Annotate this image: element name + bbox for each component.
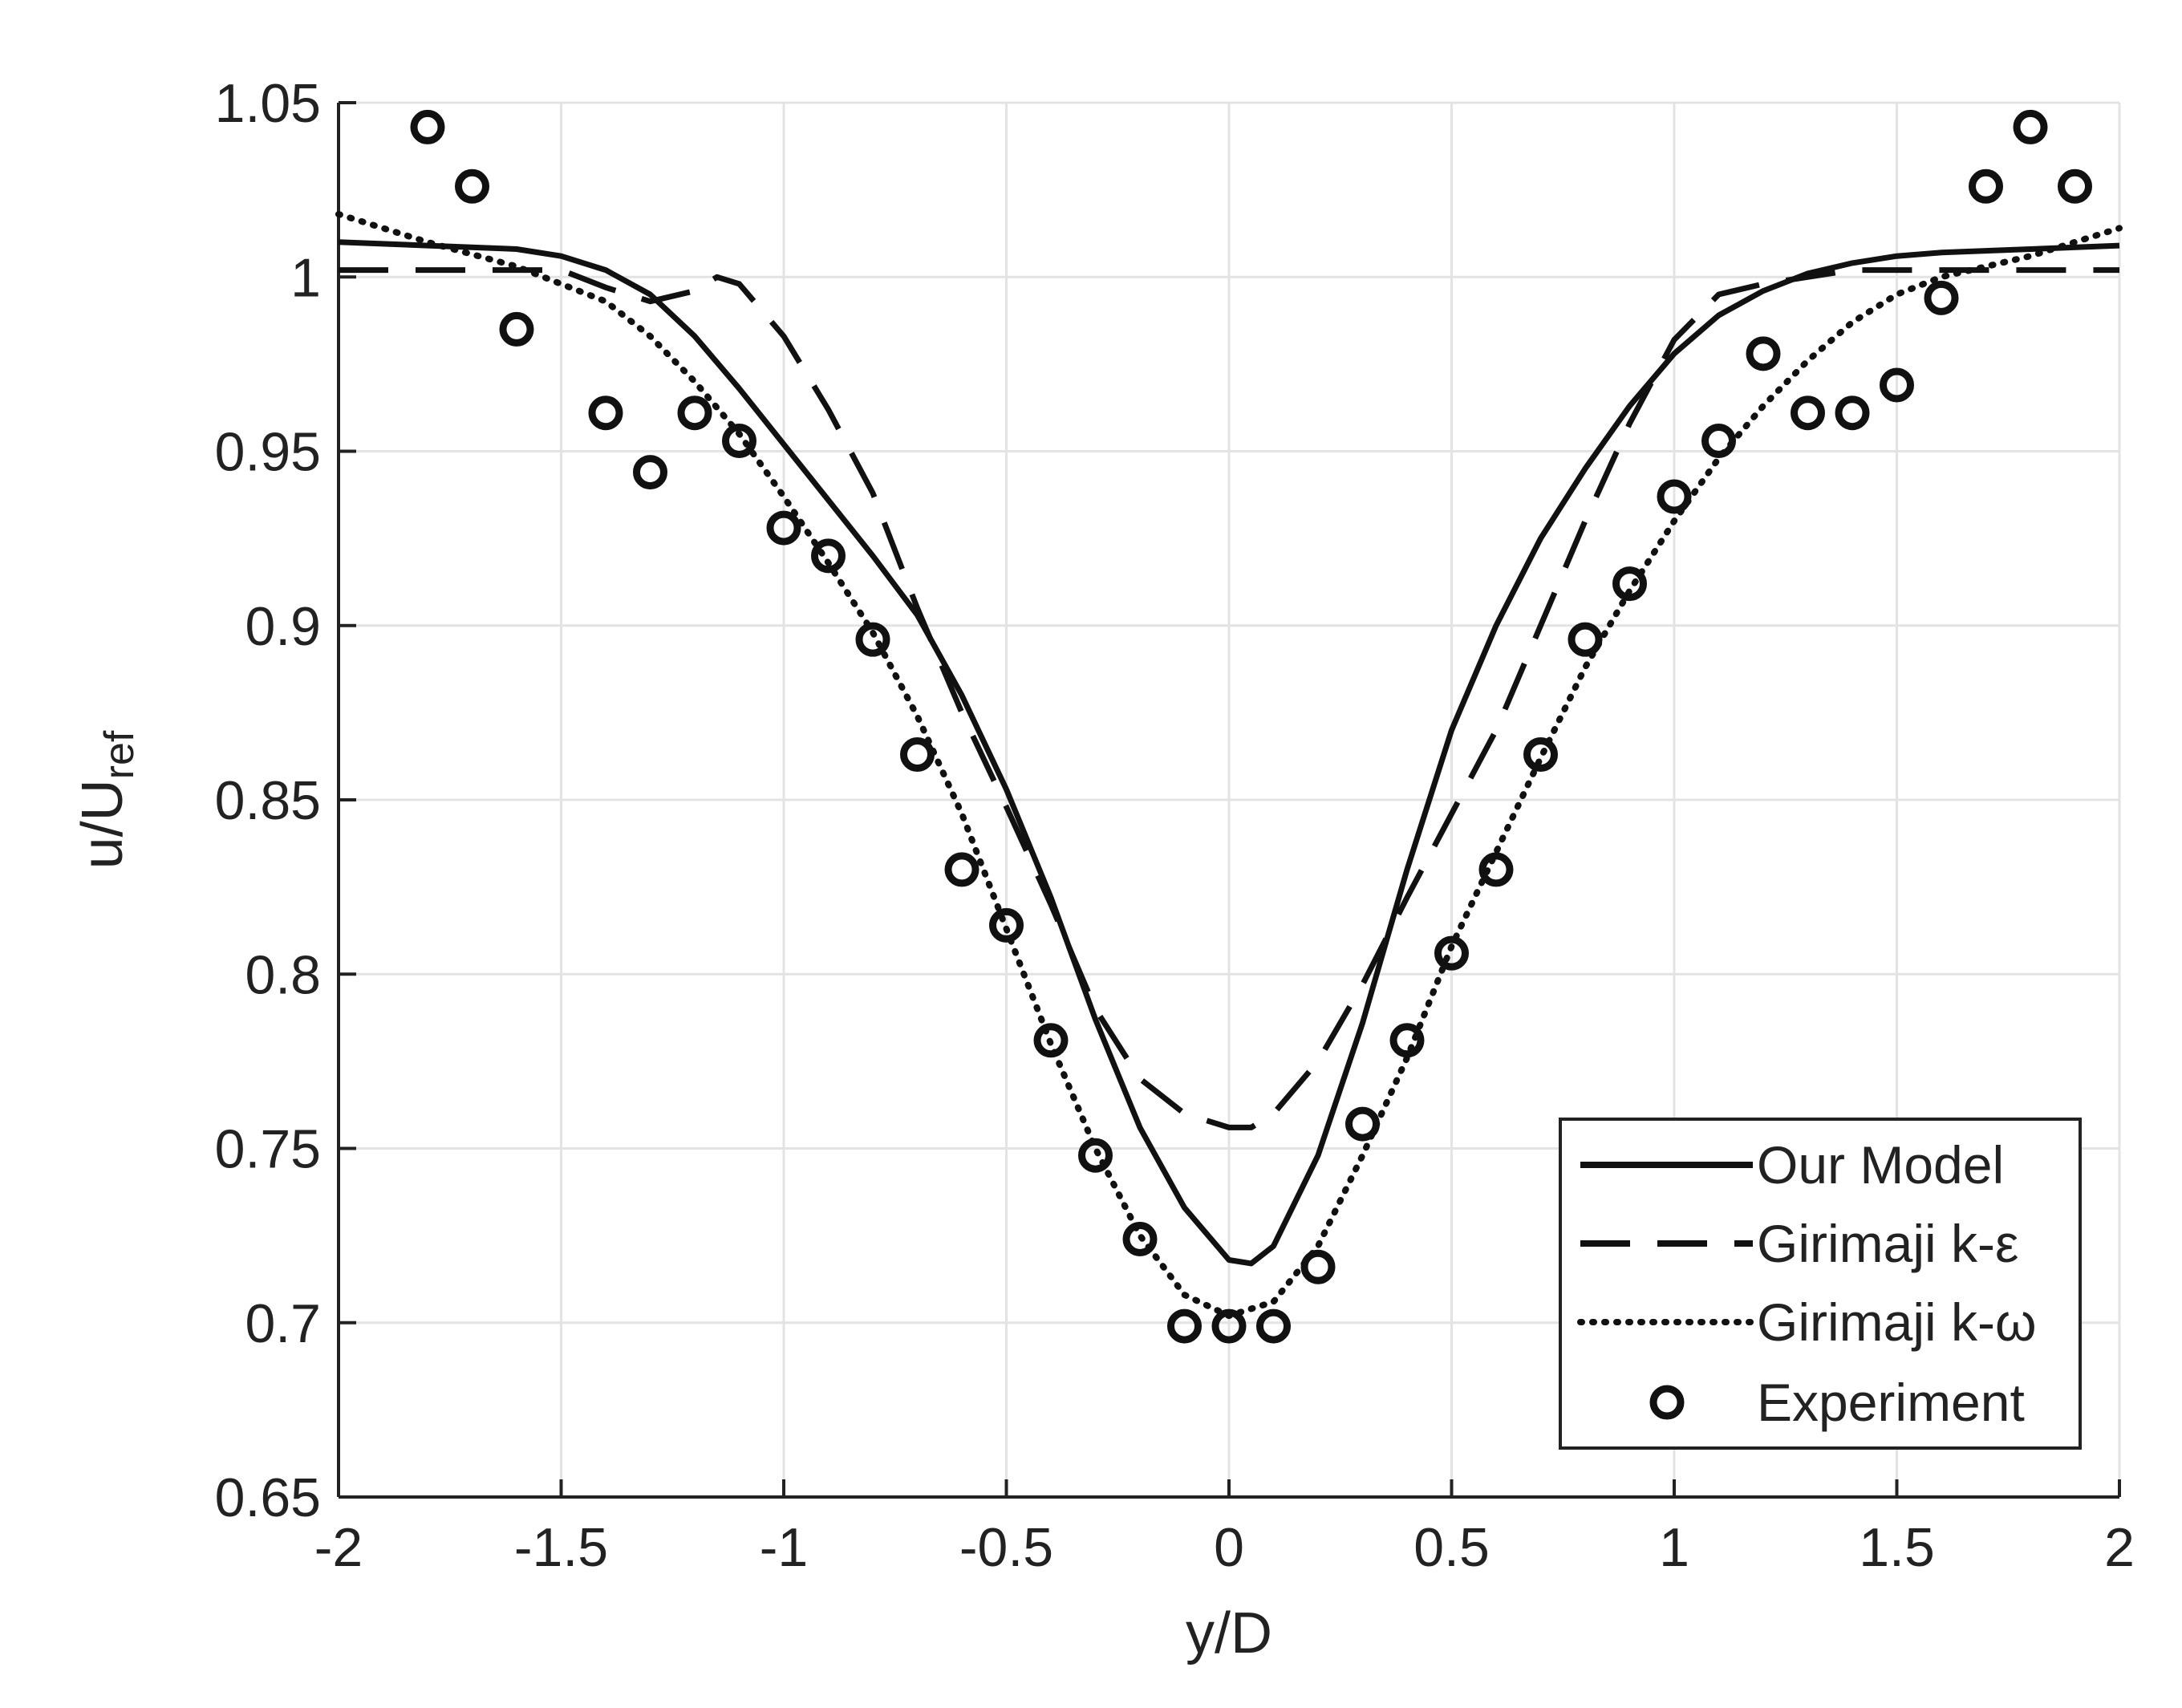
experiment-point	[588, 396, 623, 431]
legend-label-girimaji-k-epsilon: Girimaji k-ε	[1757, 1214, 2018, 1273]
y-tick-label: 0.7	[245, 1293, 321, 1354]
experiment-point	[1167, 1308, 1202, 1344]
experiment-point	[1612, 566, 1647, 602]
experiment-point	[766, 510, 801, 546]
experiment-point	[722, 423, 756, 458]
x-axis-title: y/D	[1186, 1601, 1272, 1665]
y-tick-label: 0.95	[215, 422, 321, 483]
experiment-point	[1434, 935, 1469, 971]
x-tick-label: -0.5	[959, 1517, 1053, 1578]
experiment-point	[410, 109, 445, 144]
legend-marker-experiment	[1649, 1385, 1685, 1420]
experiment-point	[1211, 1308, 1247, 1344]
y-tick-label: 0.8	[245, 944, 321, 1005]
y-axis-title: u/Uref	[71, 730, 143, 869]
experiment-point	[1478, 852, 1514, 887]
series-group	[335, 109, 2123, 1344]
experiment-point	[1568, 622, 1603, 657]
experiment-point	[677, 396, 712, 431]
experiment-point	[1523, 737, 1558, 773]
legend: Our Model Girimaji k-ε Girimaji k-ω Expe…	[1559, 1118, 2082, 1450]
experiment-point	[855, 622, 890, 657]
x-tick-label: -1.5	[514, 1517, 608, 1578]
experiment-point	[1880, 367, 1914, 403]
experiment-point	[1746, 336, 1781, 371]
x-tick-label: 1	[1659, 1517, 1689, 1578]
x-tick-label: 1.5	[1859, 1517, 1935, 1578]
experiment-point	[455, 168, 489, 204]
experiment-point	[1701, 423, 1736, 458]
experiment-point	[811, 538, 846, 574]
legend-label-our-model: Our Model	[1757, 1135, 2004, 1195]
experiment-point	[1122, 1221, 1158, 1256]
y-tick-label: 0.9	[245, 596, 321, 657]
series-line-girimaji-k-omega	[335, 211, 2123, 1320]
legend-label-girimaji-k-omega: Girimaji k-ω	[1757, 1292, 2037, 1352]
experiment-point	[900, 737, 935, 773]
x-tick-label: 0	[1214, 1517, 1244, 1578]
axes	[337, 101, 2121, 1499]
x-tick-label: 2	[2104, 1517, 2135, 1578]
experiment-point	[989, 907, 1024, 943]
y-tick-label: 0.85	[215, 770, 321, 831]
experiment-point	[1300, 1249, 1336, 1284]
experiment-point	[944, 852, 979, 887]
x-tick-label: -1	[760, 1517, 808, 1578]
legend-label-experiment: Experiment	[1757, 1373, 2025, 1432]
experiment-point	[1969, 168, 2003, 204]
experiment-point	[499, 311, 534, 347]
series-markers-experiment	[410, 109, 2092, 1344]
y-tick-label: 0.75	[215, 1119, 321, 1180]
experiment-point	[1389, 1023, 1425, 1058]
series-line-girimaji-k-epsilon	[339, 267, 2119, 1130]
experiment-point	[1033, 1023, 1069, 1058]
experiment-point	[1791, 396, 1825, 431]
y-axis-title-subscript: ref	[96, 730, 143, 779]
x-tick-label: 0.5	[1413, 1517, 1490, 1578]
experiment-point	[1078, 1138, 1113, 1173]
x-tick-label: -2	[314, 1517, 363, 1578]
series-line-our-model	[338, 239, 2120, 1267]
experiment-point	[1345, 1106, 1380, 1142]
y-tick-label: 0.65	[215, 1467, 321, 1528]
experiment-point	[1256, 1308, 1291, 1344]
experiment-point	[1835, 396, 1870, 431]
experiment-point	[2013, 109, 2048, 144]
y-tick-label: 1	[290, 247, 321, 308]
experiment-point	[633, 455, 667, 490]
y-tick-label: 1.05	[215, 73, 321, 134]
tick-labels: -2 -1.5 -1 -0.5 0 0.5 1 1.5 2 0.65 0.7 0.75 0.8 0.85 0…	[215, 73, 2135, 1578]
experiment-point	[1657, 479, 1692, 514]
legend-box	[1559, 1118, 2082, 1450]
y-axis-title-main: u/U	[71, 779, 135, 869]
experiment-point	[2058, 168, 2092, 204]
experiment-point	[1924, 280, 1959, 315]
